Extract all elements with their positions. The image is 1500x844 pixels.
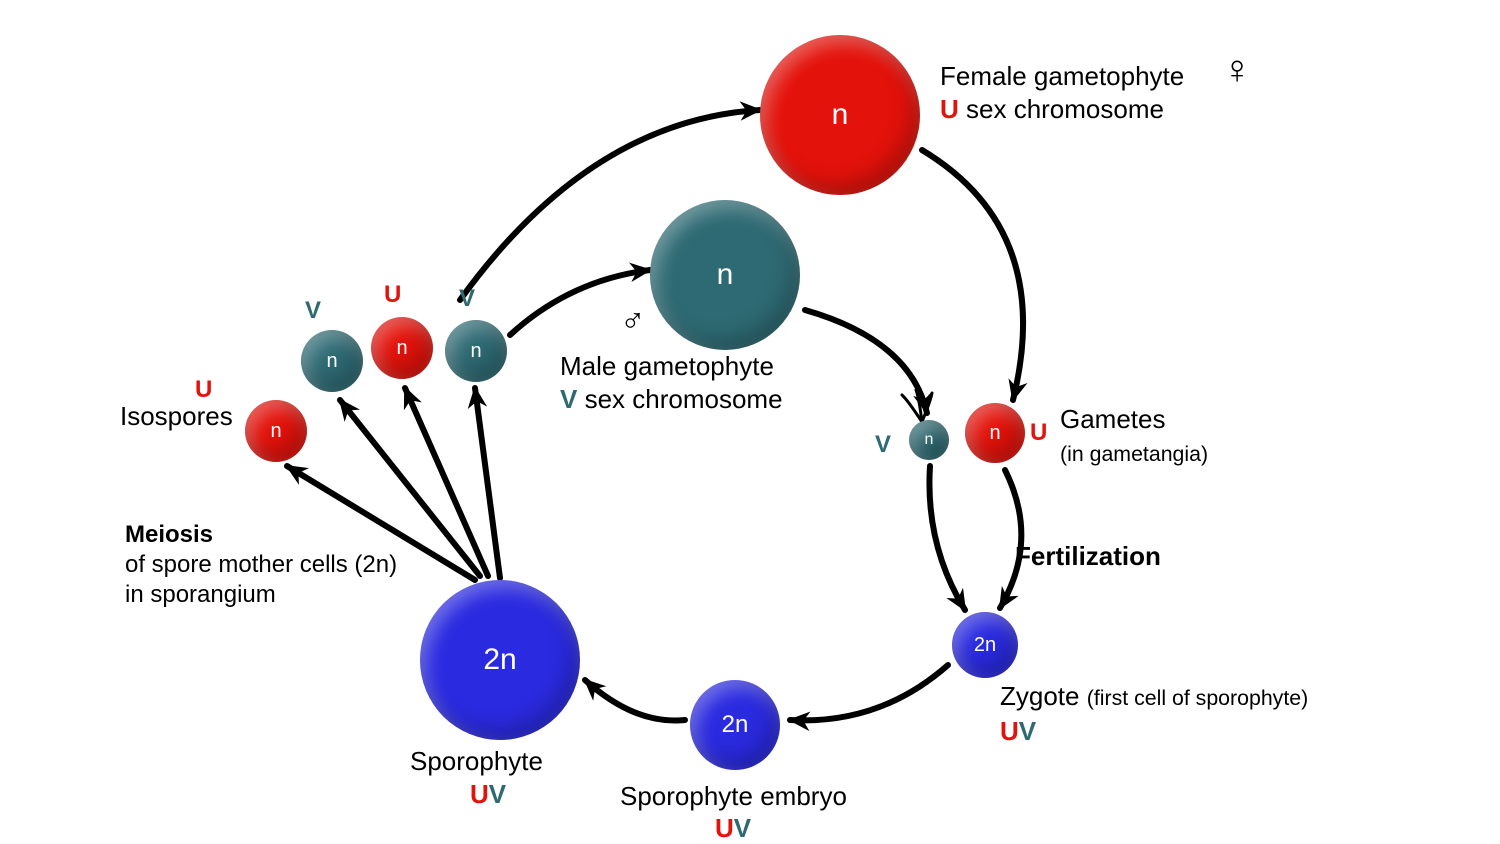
text: sex chromosome xyxy=(959,94,1164,124)
ploidy-label: n xyxy=(832,98,849,132)
u-letter: U xyxy=(715,813,734,843)
node-isospore-u2: n xyxy=(371,317,433,379)
ploidy-label: n xyxy=(989,422,1000,445)
male-symbol-icon: ♂ xyxy=(620,300,646,343)
label-zygote: Zygote (first cell of sporophyte) xyxy=(1000,680,1308,713)
text: in sporangium xyxy=(125,581,276,608)
label-gametes: Gametes (in gametangia) xyxy=(1060,403,1208,468)
label-u-spore1: U xyxy=(195,375,212,405)
node-female-gametophyte: n xyxy=(760,35,920,195)
arrow-zyg_to_embryo xyxy=(790,665,948,720)
ploidy-label: 2n xyxy=(722,711,749,739)
v-letter: V xyxy=(560,384,577,414)
label-male-gametophyte: Male gametophyte V sex chromosome xyxy=(560,350,783,415)
text: of spore mother cells (2n) xyxy=(125,551,397,578)
ploidy-label: n xyxy=(925,431,934,449)
node-embryo: 2n xyxy=(690,680,780,770)
node-isospore-v2: n xyxy=(445,320,507,382)
text: Sporophyte embryo xyxy=(620,781,847,811)
text: V xyxy=(875,431,891,458)
node-isospore-u1: n xyxy=(245,400,307,462)
u-letter: U xyxy=(940,94,959,124)
text: Isospores xyxy=(120,401,233,431)
v-letter: V xyxy=(1019,716,1036,746)
node-zygote: 2n xyxy=(952,612,1018,678)
text: Female gametophyte xyxy=(940,61,1184,91)
symbol: ♀ xyxy=(1222,48,1252,92)
flagellum-icon xyxy=(916,390,922,422)
arrow-female_to_gamete xyxy=(922,150,1023,400)
label-zygote-uv: UV xyxy=(1000,715,1036,748)
node-male-gametophyte: n xyxy=(650,200,800,350)
ploidy-label: n xyxy=(326,350,337,373)
label-meiosis: Meiosis of spore mother cells (2n) in sp… xyxy=(125,520,397,610)
ploidy-label: 2n xyxy=(483,643,516,677)
label-embryo-uv: UV xyxy=(715,812,751,844)
label-v-spore1: V xyxy=(305,296,321,326)
text: V xyxy=(305,297,321,324)
label-female-gametophyte: Female gametophyte U sex chromosome xyxy=(940,60,1184,125)
label-u-spore2: U xyxy=(384,280,401,310)
node-sporophyte: 2n xyxy=(420,580,580,740)
text: V xyxy=(459,285,475,312)
arrow-gamete_v_to_zyg xyxy=(929,466,965,610)
text: U xyxy=(384,281,401,308)
text: Male gametophyte xyxy=(560,351,774,381)
ploidy-label: n xyxy=(717,258,734,292)
ploidy-label: n xyxy=(470,340,481,363)
u-letter: U xyxy=(470,779,489,809)
text: (first cell of sporophyte) xyxy=(1087,686,1309,710)
ploidy-label: 2n xyxy=(974,634,996,657)
v-letter: V xyxy=(734,813,751,843)
u-letter: U xyxy=(1000,716,1019,746)
v-letter: V xyxy=(489,779,506,809)
label-gamete-v: V xyxy=(875,430,891,460)
female-symbol-icon: ♀ xyxy=(1222,45,1252,95)
label-v-spore2: V xyxy=(459,284,475,314)
label-sporophyte-uv: UV xyxy=(470,778,506,811)
flagellum-icon xyxy=(922,393,932,422)
ploidy-label: n xyxy=(396,337,407,360)
label-fertilization: Fertilization xyxy=(1015,540,1161,573)
text: Zygote xyxy=(1000,681,1087,711)
text: Fertilization xyxy=(1015,541,1161,571)
arrow-embryo_to_sporo xyxy=(585,680,685,721)
label-sporophyte: Sporophyte xyxy=(410,745,543,778)
arrow-gamete_u_to_zyg xyxy=(1000,470,1021,608)
node-gamete-u: n xyxy=(965,403,1025,463)
arrow-male_to_gamete xyxy=(805,310,927,413)
ploidy-label: n xyxy=(270,420,281,443)
label-isospores: Isospores xyxy=(120,400,233,433)
text: U xyxy=(1030,419,1047,446)
text: Sporophyte xyxy=(410,746,543,776)
text: U xyxy=(195,376,212,403)
label-gamete-u: U xyxy=(1030,418,1047,448)
flagellum-icon xyxy=(902,395,922,422)
text: sex chromosome xyxy=(577,384,782,414)
text: Gametes xyxy=(1060,404,1166,434)
node-gamete-v: n xyxy=(909,420,949,460)
node-isospore-v1: n xyxy=(301,330,363,392)
text: (in gametangia) xyxy=(1060,442,1208,466)
text: Meiosis xyxy=(125,521,213,548)
label-embryo: Sporophyte embryo xyxy=(620,780,847,813)
arrow-sporo_to_s3 xyxy=(405,388,488,576)
arrow-sporo_to_s4 xyxy=(475,388,500,578)
diagram-stage: n n n n n n n n 2n 2n 2n Female gametoph… xyxy=(0,0,1500,844)
symbol: ♂ xyxy=(620,302,646,340)
